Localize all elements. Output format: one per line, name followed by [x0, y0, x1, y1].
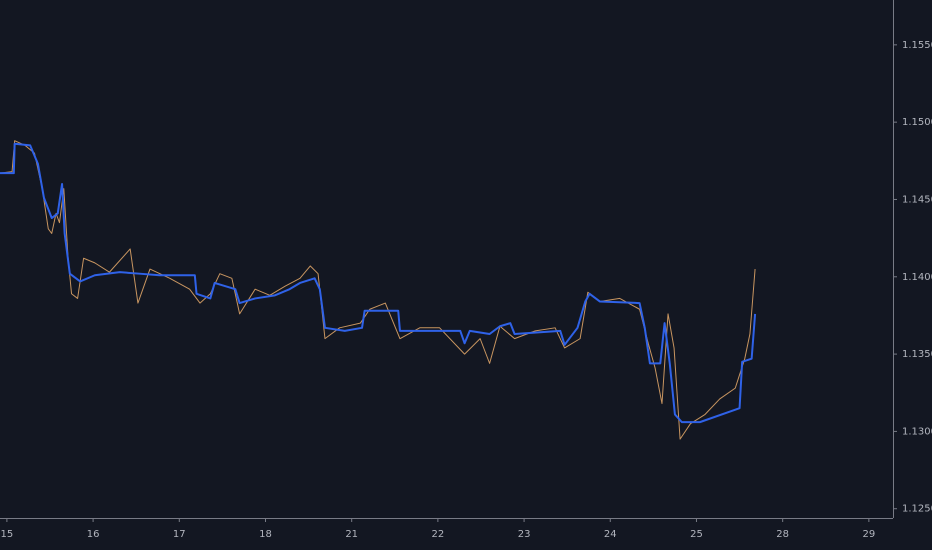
x-tick-label: 28 [776, 529, 789, 540]
x-tick-label: 23 [518, 529, 531, 540]
x-tick-label: 21 [345, 529, 358, 540]
y-tick-label: 1.14500 [902, 194, 932, 205]
x-tick-label: 24 [604, 529, 617, 540]
x-tick-label: 17 [173, 529, 186, 540]
x-tick-label: 18 [259, 529, 272, 540]
y-tick-label: 1.12500 [902, 504, 932, 515]
y-tick-label: 1.15000 [902, 117, 932, 128]
price-line [0, 140, 756, 440]
x-tick-label: 16 [87, 529, 100, 540]
y-tick-label: 1.13000 [902, 426, 932, 437]
x-tick-label: 15 [1, 529, 14, 540]
x-tick-label: 25 [690, 529, 703, 540]
y-tick-label: 1.13500 [902, 349, 932, 360]
price-line [0, 142, 757, 424]
x-tick-label: 29 [862, 529, 875, 540]
y-tick-label: 1.15500 [902, 40, 932, 51]
x-tick-label: 22 [432, 529, 445, 540]
y-tick-label: 1.14000 [902, 272, 932, 283]
